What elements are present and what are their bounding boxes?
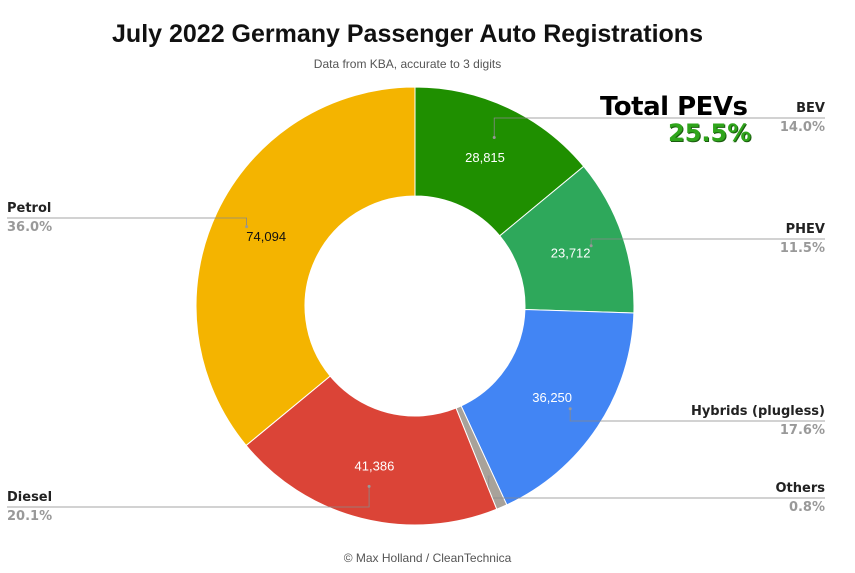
leader-line-bev xyxy=(493,117,825,138)
leader-line-petrol xyxy=(7,217,248,227)
chart-title: July 2022 Germany Passenger Auto Registr… xyxy=(112,20,703,48)
slice-percent-hybrids-plugless: 17.6% xyxy=(780,423,825,438)
leader-line-diesel xyxy=(7,486,370,508)
leader-dot-petrol xyxy=(245,225,249,229)
slice-value-diesel: 41,386 xyxy=(355,458,395,473)
leader-line-phev xyxy=(590,238,825,246)
slice-hybrids-plugless xyxy=(460,309,635,506)
total-pevs-value: 25.5% xyxy=(668,119,752,147)
slice-label-hybrids-plugless: Hybrids (plugless) xyxy=(691,404,825,419)
leader-line-hybrids-plugless xyxy=(569,408,825,422)
slice-diesel xyxy=(245,375,498,526)
leader-dot-bev xyxy=(492,136,496,140)
slice-label-others: Others xyxy=(776,481,826,496)
slice-label-phev: PHEV xyxy=(786,222,825,237)
chart-subtitle: Data from KBA, accurate to 3 digits xyxy=(313,57,502,71)
leader-dot-phev xyxy=(589,244,593,248)
total-pevs-label: Total PEVs xyxy=(600,92,748,122)
slice-value-hybrids-plugless: 36,250 xyxy=(532,390,572,405)
total-pevs-annotation: Total PEVs 25.5% xyxy=(600,92,751,147)
slice-petrol xyxy=(195,86,416,447)
slice-percent-diesel: 20.1% xyxy=(7,509,52,524)
leader-dot-diesel xyxy=(367,484,371,488)
slice-percent-others: 0.8% xyxy=(789,500,825,515)
slice-label-bev: BEV xyxy=(796,101,825,116)
slice-percent-phev: 11.5% xyxy=(780,241,825,256)
slice-value-phev: 23,712 xyxy=(551,246,591,261)
credit-line: © Max Holland / CleanTechnica xyxy=(343,551,512,565)
slice-value-petrol: 74,094 xyxy=(246,229,286,244)
leader-dot-others xyxy=(487,475,491,479)
slice-label-diesel: Diesel xyxy=(7,490,52,505)
slice-label-petrol: Petrol xyxy=(7,201,51,216)
slice-value-bev: 28,815 xyxy=(465,150,505,165)
slice-percent-petrol: 36.0% xyxy=(7,220,52,235)
slice-percent-bev: 14.0% xyxy=(780,120,825,135)
leader-dot-hybrids-plugless xyxy=(568,407,572,411)
